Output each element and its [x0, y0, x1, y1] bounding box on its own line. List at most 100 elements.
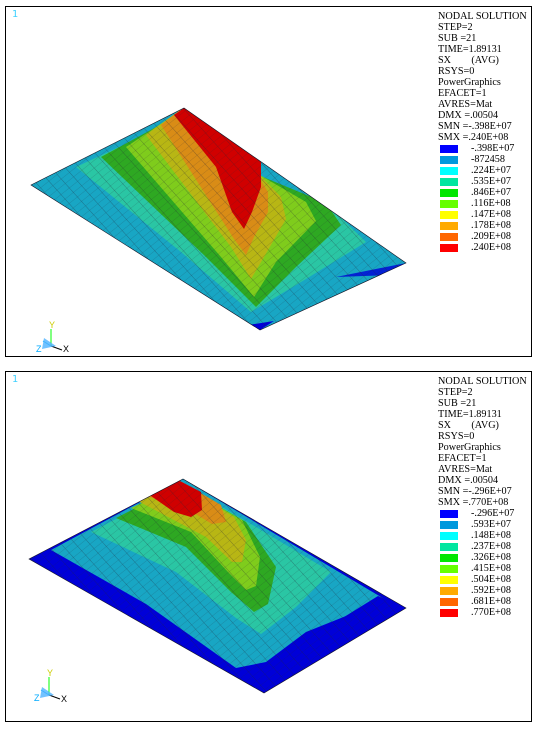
contour-row: .240E+08: [438, 242, 532, 253]
contour-value: .415E+08: [471, 563, 511, 574]
triad-z-label: Z: [36, 344, 42, 354]
contour-plot: Y X Z: [28, 478, 407, 704]
contour-row: .535E+07: [438, 176, 532, 187]
legend-line: TIME=1.89131: [438, 44, 502, 55]
contour-value: .148E+08: [471, 530, 511, 541]
color-swatch: [440, 510, 458, 518]
contour-row: .178E+08: [438, 220, 532, 231]
contour-row: .147E+08: [438, 209, 532, 220]
color-swatch: [440, 244, 458, 252]
contour-row: .770E+08: [438, 607, 532, 618]
legend-line: EFACET=1: [438, 453, 487, 464]
legend-line: TIME=1.89131: [438, 409, 502, 420]
legend-line: NODAL SOLUTION: [438, 11, 527, 22]
triad-y-label: Y: [49, 320, 55, 330]
contour-row: -.398E+07: [438, 143, 532, 154]
legend-line: SMX =.240E+08: [438, 132, 509, 143]
coordinate-triad: Y X Z: [34, 668, 67, 704]
contour-row: .504E+08: [438, 574, 532, 585]
results-legend: NODAL SOLUTION STEP=2 SUB =21 TIME=1.891…: [438, 376, 532, 618]
legend-line: PowerGraphics: [438, 77, 501, 88]
results-window-top[interactable]: Y X Z 1 NODAL SOLUTION STEP=2 SUB =21 TI…: [5, 6, 532, 357]
contour-value: .240E+08: [471, 242, 511, 253]
contour-value: .593E+07: [471, 519, 511, 530]
triad-y-label: Y: [47, 668, 53, 678]
window-number: 1: [12, 374, 19, 385]
color-swatch: [440, 178, 458, 186]
color-swatch: [440, 222, 458, 230]
contour-value: .681E+08: [471, 596, 511, 607]
legend-line: SUB =21: [438, 398, 477, 409]
color-swatch: [440, 211, 458, 219]
legend-line: AVRES=Mat: [438, 99, 493, 110]
legend-line: NODAL SOLUTION: [438, 376, 527, 387]
legend-line: AVRES=Mat: [438, 464, 493, 475]
legend-line: SUB =21: [438, 33, 477, 44]
color-swatch: [440, 576, 458, 584]
triad-x-label: X: [63, 344, 69, 354]
contour-row: .593E+07: [438, 519, 532, 530]
contour-value: .178E+08: [471, 220, 511, 231]
color-swatch: [440, 167, 458, 175]
legend-line: SMN =-.296E+07: [438, 486, 512, 497]
contour-value: .504E+08: [471, 574, 511, 585]
contour-scale: -.296E+07 .593E+07 .148E+08 .237E+08 .32…: [438, 508, 532, 618]
legend-line: STEP=2: [438, 387, 473, 398]
color-swatch: [440, 189, 458, 197]
contour-value: -.296E+07: [471, 508, 515, 519]
legend-line: RSYS=0: [438, 66, 475, 77]
color-swatch: [440, 587, 458, 595]
contour-row: .592E+08: [438, 585, 532, 596]
legend-line: EFACET=1: [438, 88, 487, 99]
color-swatch: [440, 200, 458, 208]
contour-plot: Y X Z: [30, 107, 407, 354]
legend-line: SX (AVG): [438, 420, 499, 431]
triad-z-label: Z: [34, 693, 40, 703]
contour-row: .326E+08: [438, 552, 532, 563]
legend-line: DMX =.00504: [438, 110, 499, 121]
results-legend: NODAL SOLUTION STEP=2 SUB =21 TIME=1.891…: [438, 11, 532, 253]
contour-row: .846E+07: [438, 187, 532, 198]
color-swatch: [440, 521, 458, 529]
contour-row: .209E+08: [438, 231, 532, 242]
contour-value: .535E+07: [471, 176, 511, 187]
color-swatch: [440, 532, 458, 540]
coordinate-triad: Y X Z: [36, 320, 69, 354]
contour-value: -872458: [471, 154, 505, 165]
color-swatch: [440, 156, 458, 164]
plate-surface: [29, 479, 406, 693]
color-swatch: [440, 609, 458, 617]
legend-line: SMN =-.398E+07: [438, 121, 512, 132]
contour-row: .237E+08: [438, 541, 532, 552]
contour-value: .237E+08: [471, 541, 511, 552]
graphics-viewport[interactable]: Y X Z 1: [6, 7, 432, 356]
contour-value: .209E+08: [471, 231, 511, 242]
contour-value: -.398E+07: [471, 143, 515, 154]
color-swatch: [440, 145, 458, 153]
contour-row: .681E+08: [438, 596, 532, 607]
triad-x-label: X: [61, 694, 67, 704]
legend-line: DMX =.00504: [438, 475, 499, 486]
results-window-bottom[interactable]: Y X Z 1 NODAL SOLUTION STEP=2 SUB =21 TI…: [5, 371, 532, 722]
graphics-viewport[interactable]: Y X Z 1: [6, 372, 432, 721]
contour-value: .592E+08: [471, 585, 511, 596]
window-number: 1: [12, 9, 19, 20]
contour-value: .846E+07: [471, 187, 511, 198]
contour-row: .148E+08: [438, 530, 532, 541]
contour-value: .770E+08: [471, 607, 511, 618]
plate-surface: [31, 108, 406, 330]
legend-line: SX (AVG): [438, 55, 499, 66]
contour-value: .116E+08: [471, 198, 511, 209]
contour-row: .224E+07: [438, 165, 532, 176]
contour-row: .116E+08: [438, 198, 532, 209]
contour-value: .326E+08: [471, 552, 511, 563]
color-swatch: [440, 554, 458, 562]
legend-line: STEP=2: [438, 22, 473, 33]
contour-row: -.296E+07: [438, 508, 532, 519]
color-swatch: [440, 233, 458, 241]
contour-row: .415E+08: [438, 563, 532, 574]
color-swatch: [440, 565, 458, 573]
contour-value: .224E+07: [471, 165, 511, 176]
color-swatch: [440, 598, 458, 606]
contour-value: .147E+08: [471, 209, 511, 220]
